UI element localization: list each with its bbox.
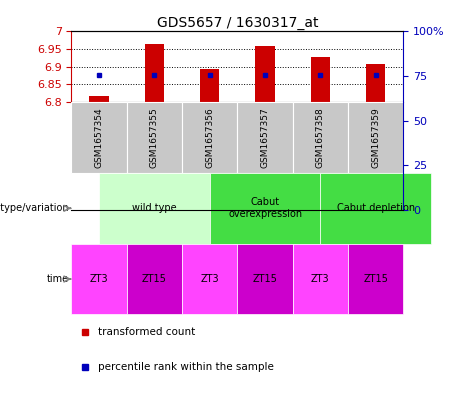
Bar — [200, 125, 219, 210]
Bar — [182, 102, 237, 173]
Bar — [182, 244, 237, 314]
Bar — [145, 62, 164, 210]
Bar — [348, 102, 403, 173]
Text: genotype/variation: genotype/variation — [0, 203, 69, 213]
Text: time: time — [47, 274, 69, 284]
Bar — [293, 102, 348, 173]
Text: ZT3: ZT3 — [201, 274, 219, 284]
Bar — [255, 69, 275, 210]
Text: ZT3: ZT3 — [311, 274, 330, 284]
Bar — [210, 173, 320, 244]
Bar — [320, 173, 431, 244]
Text: GSM1657356: GSM1657356 — [205, 107, 214, 168]
Text: ZT15: ZT15 — [363, 274, 388, 284]
Bar — [348, 244, 403, 314]
Bar — [71, 244, 127, 314]
Text: GSM1657354: GSM1657354 — [95, 107, 104, 168]
Text: Cabut
overexpression: Cabut overexpression — [228, 198, 302, 219]
Bar — [311, 95, 330, 210]
Text: percentile rank within the sample: percentile rank within the sample — [98, 362, 274, 373]
Text: ZT3: ZT3 — [90, 274, 108, 284]
Text: GSM1657357: GSM1657357 — [260, 107, 270, 168]
Bar — [127, 102, 182, 173]
Text: ZT15: ZT15 — [253, 274, 278, 284]
Text: ZT15: ZT15 — [142, 274, 167, 284]
Bar — [89, 194, 109, 210]
Text: Cabut depletion: Cabut depletion — [337, 203, 415, 213]
Bar — [293, 244, 348, 314]
Text: GSM1657358: GSM1657358 — [316, 107, 325, 168]
Bar — [237, 102, 293, 173]
Text: transformed count: transformed count — [98, 327, 195, 337]
Text: GSM1657359: GSM1657359 — [371, 107, 380, 168]
Title: GDS5657 / 1630317_at: GDS5657 / 1630317_at — [157, 17, 318, 30]
Text: wild type: wild type — [132, 203, 177, 213]
Bar — [237, 244, 293, 314]
Bar — [366, 114, 385, 210]
Bar — [71, 102, 127, 173]
Text: GSM1657355: GSM1657355 — [150, 107, 159, 168]
Bar — [99, 173, 210, 244]
Bar — [127, 244, 182, 314]
